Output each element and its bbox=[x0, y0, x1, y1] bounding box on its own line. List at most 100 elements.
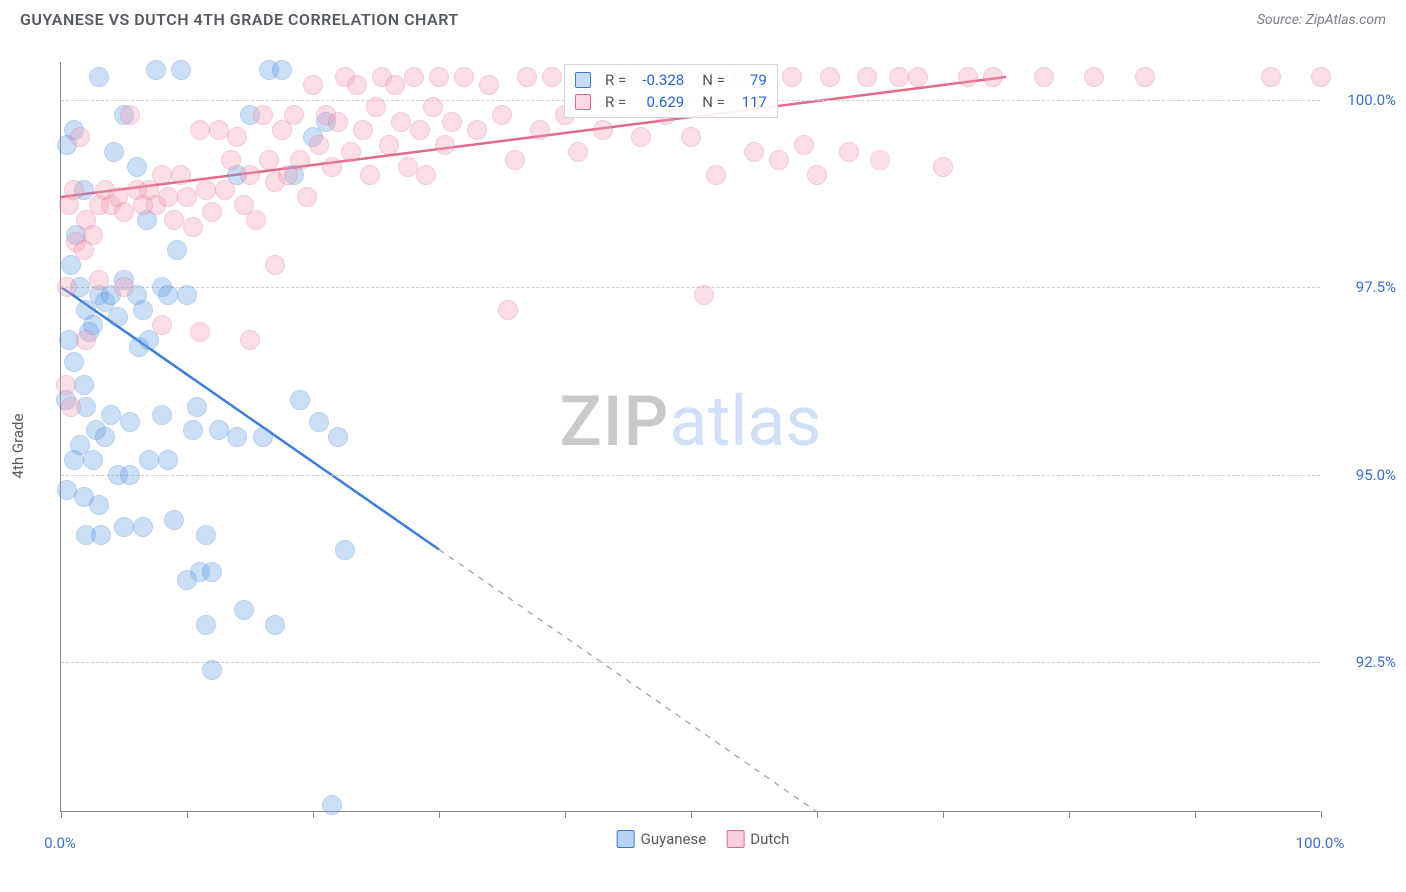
data-point bbox=[272, 60, 292, 80]
data-point bbox=[114, 277, 134, 297]
data-point bbox=[429, 67, 449, 87]
data-point bbox=[64, 180, 84, 200]
data-point bbox=[404, 67, 424, 87]
data-point bbox=[234, 600, 254, 620]
data-point bbox=[933, 157, 953, 177]
stats-swatch bbox=[575, 72, 591, 88]
data-point bbox=[89, 270, 109, 290]
data-point bbox=[391, 112, 411, 132]
data-point bbox=[158, 187, 178, 207]
stats-box: R =-0.328N =79R =0.629N =117 bbox=[564, 64, 778, 118]
y-tick-label: 92.5% bbox=[1326, 653, 1396, 671]
y-tick-label: 95.0% bbox=[1326, 466, 1396, 484]
data-point bbox=[114, 517, 134, 537]
gridline bbox=[61, 475, 1320, 476]
stat-r-label: R = bbox=[605, 91, 626, 113]
data-point bbox=[215, 180, 235, 200]
data-point bbox=[167, 240, 187, 260]
data-point bbox=[265, 255, 285, 275]
data-point bbox=[505, 150, 525, 170]
stat-n-label: N = bbox=[702, 91, 725, 113]
data-point bbox=[681, 127, 701, 147]
data-point bbox=[139, 450, 159, 470]
stat-n-value: 79 bbox=[733, 69, 767, 91]
data-point bbox=[152, 315, 172, 335]
data-point bbox=[870, 150, 890, 170]
watermark: ZIPatlas bbox=[560, 381, 822, 463]
data-point bbox=[782, 67, 802, 87]
data-point bbox=[467, 120, 487, 140]
x-tick bbox=[1195, 811, 1196, 818]
data-point bbox=[322, 157, 342, 177]
data-point bbox=[1135, 67, 1155, 87]
data-point bbox=[101, 405, 121, 425]
data-point bbox=[379, 135, 399, 155]
data-point bbox=[542, 67, 562, 87]
x-tick bbox=[439, 811, 440, 818]
data-point bbox=[196, 615, 216, 635]
data-point bbox=[190, 120, 210, 140]
data-point bbox=[70, 127, 90, 147]
data-point bbox=[89, 67, 109, 87]
data-point bbox=[839, 142, 859, 162]
data-point bbox=[171, 165, 191, 185]
data-point bbox=[335, 540, 355, 560]
x-tick bbox=[1069, 811, 1070, 818]
data-point bbox=[202, 562, 222, 582]
data-point bbox=[95, 427, 115, 447]
data-point bbox=[593, 120, 613, 140]
data-point bbox=[74, 375, 94, 395]
data-point bbox=[177, 187, 197, 207]
data-point bbox=[410, 120, 430, 140]
data-point bbox=[1084, 67, 1104, 87]
data-point bbox=[64, 352, 84, 372]
data-point bbox=[177, 285, 197, 305]
data-point bbox=[794, 135, 814, 155]
data-point bbox=[158, 285, 178, 305]
data-point bbox=[631, 127, 651, 147]
source-label: Source: ZipAtlas.com bbox=[1257, 12, 1386, 28]
legend-swatch bbox=[726, 830, 744, 848]
data-point bbox=[202, 202, 222, 222]
data-point bbox=[517, 67, 537, 87]
legend-label: Guyanese bbox=[641, 830, 707, 848]
data-point bbox=[568, 142, 588, 162]
x-tick-label: 100.0% bbox=[1296, 834, 1345, 852]
data-point bbox=[435, 135, 455, 155]
legend-item: Guyanese bbox=[617, 830, 707, 848]
data-point bbox=[694, 285, 714, 305]
data-point bbox=[190, 322, 210, 342]
data-point bbox=[187, 397, 207, 417]
data-point bbox=[1311, 67, 1331, 87]
y-tick-label: 100.0% bbox=[1326, 91, 1396, 109]
x-tick bbox=[691, 811, 692, 818]
stat-r-value: 0.629 bbox=[634, 91, 684, 113]
data-point bbox=[158, 450, 178, 470]
data-point bbox=[108, 307, 128, 327]
data-point bbox=[253, 427, 273, 447]
data-point bbox=[83, 225, 103, 245]
y-axis-label: 4th Grade bbox=[9, 414, 27, 479]
watermark-atlas: atlas bbox=[669, 381, 821, 463]
stats-row: R =-0.328N =79 bbox=[575, 69, 767, 91]
x-tick bbox=[187, 811, 188, 818]
data-point bbox=[744, 142, 764, 162]
data-point bbox=[133, 517, 153, 537]
data-point bbox=[492, 105, 512, 125]
data-point bbox=[706, 165, 726, 185]
data-point bbox=[133, 300, 153, 320]
data-point bbox=[56, 375, 76, 395]
stat-r-label: R = bbox=[605, 69, 626, 91]
data-point bbox=[290, 150, 310, 170]
data-point bbox=[807, 165, 827, 185]
data-point bbox=[209, 120, 229, 140]
data-point bbox=[91, 525, 111, 545]
data-point bbox=[530, 120, 550, 140]
data-point bbox=[309, 135, 329, 155]
legend-swatch bbox=[617, 830, 635, 848]
data-point bbox=[454, 67, 474, 87]
chart-title: GUYANESE VS DUTCH 4TH GRADE CORRELATION … bbox=[20, 10, 459, 29]
data-point bbox=[120, 465, 140, 485]
data-point bbox=[183, 420, 203, 440]
data-point bbox=[769, 150, 789, 170]
